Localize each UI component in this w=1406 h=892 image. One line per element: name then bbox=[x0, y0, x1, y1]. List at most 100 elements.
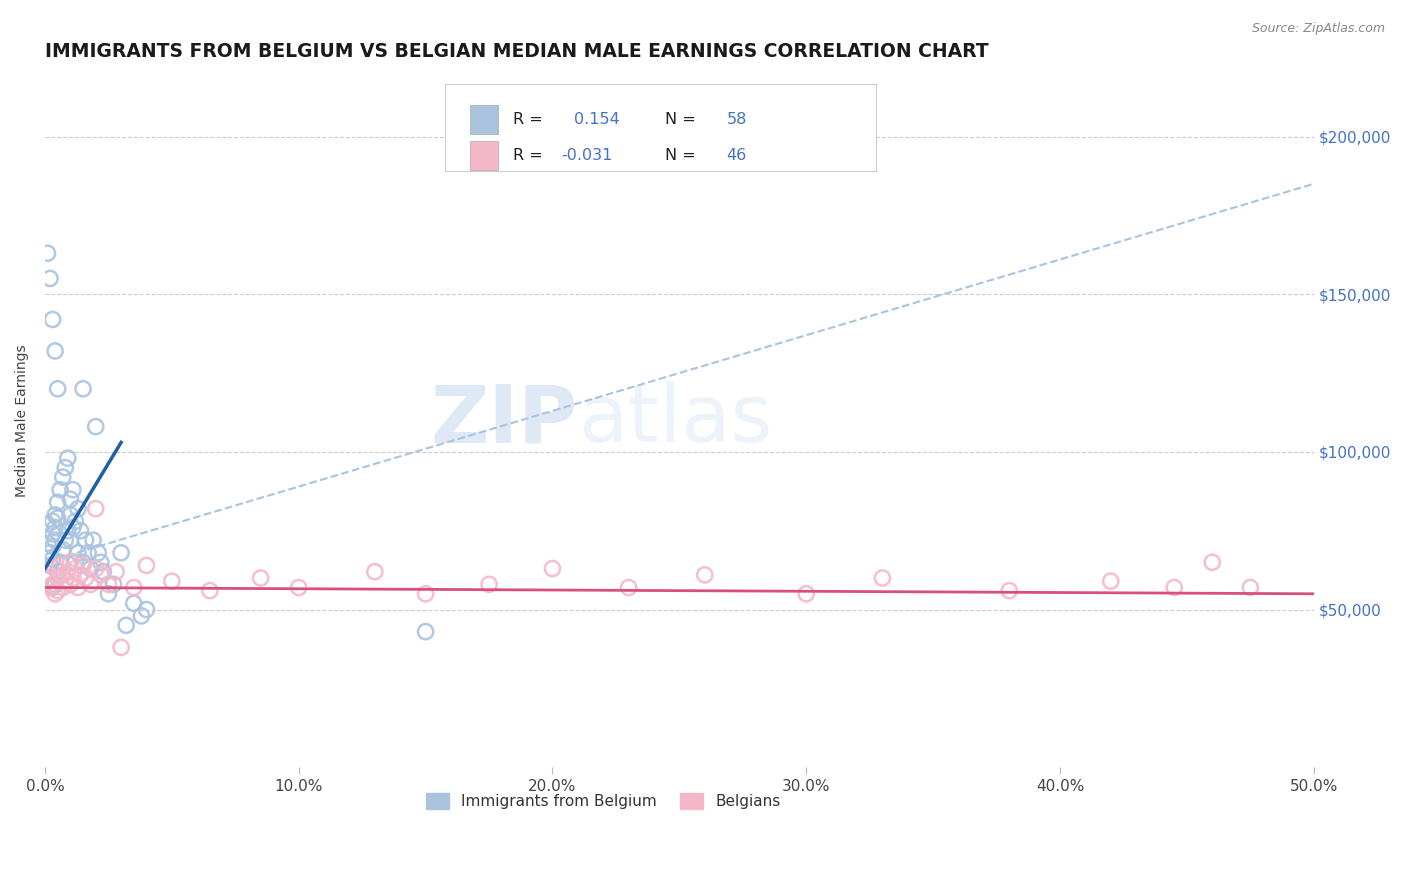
Point bbox=[1163, 581, 1185, 595]
Point bbox=[135, 558, 157, 573]
Point bbox=[49, 483, 72, 497]
Point bbox=[65, 555, 87, 569]
Point bbox=[59, 508, 82, 522]
Point bbox=[79, 561, 101, 575]
Text: atlas: atlas bbox=[578, 382, 772, 459]
Point bbox=[44, 343, 66, 358]
Point bbox=[53, 460, 76, 475]
Point bbox=[69, 524, 91, 538]
Text: IMMIGRANTS FROM BELGIUM VS BELGIAN MEDIAN MALE EARNINGS CORRELATION CHART: IMMIGRANTS FROM BELGIUM VS BELGIAN MEDIA… bbox=[45, 42, 988, 61]
Point bbox=[87, 546, 110, 560]
Point bbox=[998, 583, 1021, 598]
Point bbox=[44, 520, 66, 534]
Point bbox=[72, 558, 94, 573]
Point bbox=[65, 561, 87, 575]
Point bbox=[66, 546, 89, 560]
Point bbox=[75, 533, 97, 548]
Point bbox=[53, 574, 76, 589]
Text: N =: N = bbox=[665, 112, 702, 127]
Point bbox=[37, 571, 59, 585]
Point bbox=[79, 577, 101, 591]
Point bbox=[131, 608, 153, 623]
Point bbox=[52, 567, 75, 582]
Point bbox=[91, 565, 114, 579]
Text: N =: N = bbox=[665, 147, 702, 162]
Point bbox=[287, 581, 309, 595]
Text: Source: ZipAtlas.com: Source: ZipAtlas.com bbox=[1251, 22, 1385, 36]
Point bbox=[110, 546, 132, 560]
Point bbox=[541, 561, 564, 575]
Point bbox=[39, 546, 62, 560]
Point bbox=[37, 536, 59, 550]
Point bbox=[90, 567, 112, 582]
Point bbox=[56, 451, 79, 466]
Point bbox=[62, 520, 84, 534]
Point bbox=[62, 483, 84, 497]
Point bbox=[44, 561, 66, 575]
Point bbox=[160, 574, 183, 589]
Point bbox=[46, 495, 69, 509]
Point bbox=[41, 552, 63, 566]
Bar bbox=[470, 141, 498, 169]
Point bbox=[82, 533, 104, 548]
Bar bbox=[470, 104, 498, 134]
Point bbox=[75, 571, 97, 585]
Y-axis label: Median Male Earnings: Median Male Earnings bbox=[15, 344, 30, 497]
Point bbox=[41, 514, 63, 528]
Point bbox=[135, 602, 157, 616]
Point bbox=[364, 565, 387, 579]
Point bbox=[122, 581, 145, 595]
Point bbox=[41, 527, 63, 541]
Point bbox=[46, 382, 69, 396]
Point bbox=[56, 565, 79, 579]
Text: 0.154: 0.154 bbox=[574, 112, 620, 127]
Point bbox=[53, 533, 76, 548]
Point bbox=[249, 571, 271, 585]
Legend: Immigrants from Belgium, Belgians: Immigrants from Belgium, Belgians bbox=[420, 787, 786, 815]
Point bbox=[415, 587, 437, 601]
Point bbox=[49, 555, 72, 569]
Point bbox=[44, 533, 66, 548]
Point bbox=[415, 624, 437, 639]
Point bbox=[41, 312, 63, 326]
Point bbox=[62, 571, 84, 585]
Point bbox=[72, 382, 94, 396]
Point bbox=[56, 524, 79, 538]
Point bbox=[41, 540, 63, 554]
Point bbox=[39, 581, 62, 595]
Point bbox=[794, 587, 817, 601]
Text: 58: 58 bbox=[727, 112, 747, 127]
Point bbox=[66, 501, 89, 516]
Point bbox=[52, 542, 75, 557]
Text: ZIP: ZIP bbox=[430, 382, 578, 459]
Point bbox=[84, 561, 107, 575]
Point bbox=[77, 546, 100, 560]
Point bbox=[39, 558, 62, 573]
Point bbox=[44, 577, 66, 591]
Point bbox=[110, 640, 132, 655]
Point bbox=[97, 587, 120, 601]
Point bbox=[105, 565, 128, 579]
Point bbox=[39, 571, 62, 585]
Point bbox=[59, 492, 82, 507]
Point bbox=[44, 587, 66, 601]
FancyBboxPatch shape bbox=[444, 84, 876, 170]
Point bbox=[46, 583, 69, 598]
Text: -0.031: -0.031 bbox=[561, 147, 613, 162]
Point bbox=[41, 581, 63, 595]
Point bbox=[122, 596, 145, 610]
Point bbox=[617, 581, 640, 595]
Point bbox=[49, 558, 72, 573]
Point bbox=[52, 581, 75, 595]
Point bbox=[1099, 574, 1122, 589]
Point bbox=[59, 577, 82, 591]
Point bbox=[65, 514, 87, 528]
Text: R =: R = bbox=[513, 147, 548, 162]
Point bbox=[72, 555, 94, 569]
Point bbox=[37, 246, 59, 260]
Point bbox=[872, 571, 894, 585]
Point bbox=[693, 567, 716, 582]
Point bbox=[46, 511, 69, 525]
Point bbox=[66, 581, 89, 595]
Point bbox=[198, 583, 221, 598]
